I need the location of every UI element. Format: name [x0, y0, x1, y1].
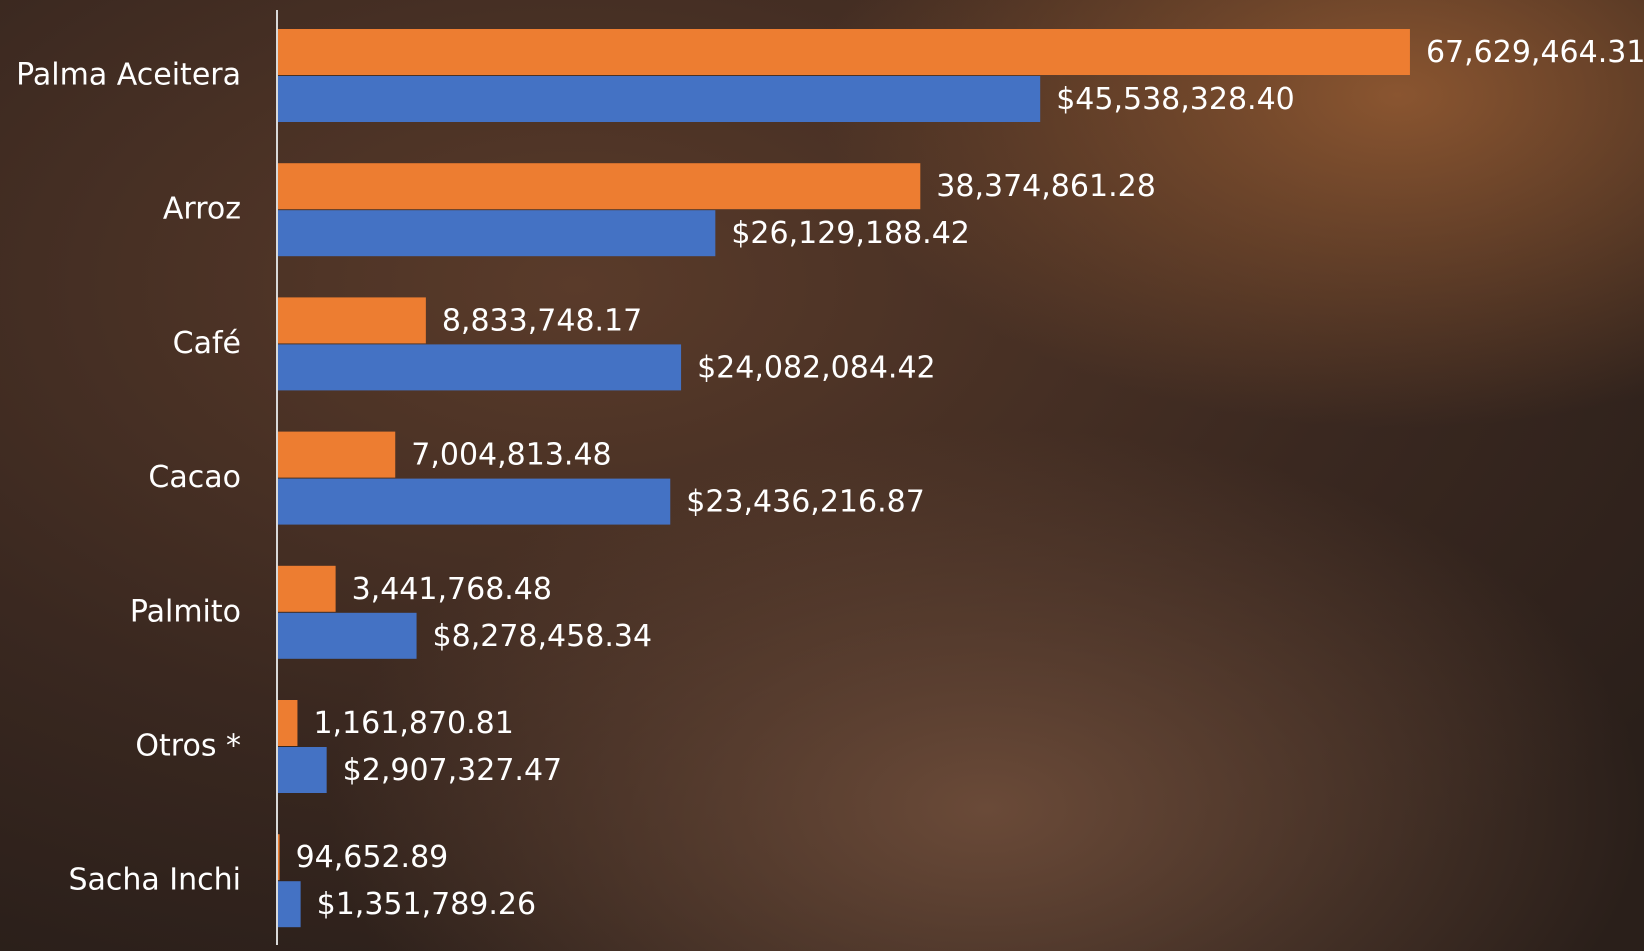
- value-label: $45,538,328.40: [1056, 82, 1295, 117]
- bar: [278, 565, 336, 612]
- value-label: 7,004,813.48: [411, 438, 611, 473]
- value-label: $24,082,084.42: [697, 350, 936, 385]
- bar: [278, 210, 716, 257]
- bar: [278, 297, 426, 344]
- value-label: 67,629,464.31: [1426, 35, 1644, 70]
- value-label: 38,374,861.28: [936, 169, 1155, 204]
- value-label: 3,441,768.48: [352, 572, 552, 607]
- y-tick-label: Cacao: [148, 460, 241, 495]
- value-label: 1,161,870.81: [313, 706, 513, 741]
- value-label: $26,129,188.42: [731, 216, 970, 251]
- bar: [278, 431, 396, 478]
- bar: [278, 612, 417, 659]
- y-tick-label: Palma Aceitera: [16, 58, 241, 93]
- value-label: 8,833,748.17: [442, 303, 642, 338]
- bar: [278, 344, 682, 391]
- bar: [278, 881, 301, 928]
- value-label: $1,351,789.26: [317, 887, 536, 922]
- bar: [278, 478, 671, 525]
- y-tick-label: Café: [173, 326, 241, 361]
- bar: [278, 29, 1410, 75]
- value-label: $2,907,327.47: [343, 753, 562, 788]
- bar: [278, 834, 280, 881]
- bar: [278, 700, 298, 746]
- bar: [278, 163, 921, 210]
- y-tick-label: Sacha Inchi: [68, 863, 241, 898]
- y-tick-label: Arroz: [163, 192, 241, 227]
- value-label: 94,652.89: [296, 840, 449, 875]
- y-tick-label: Otros *: [135, 729, 241, 764]
- value-label: $8,278,458.34: [433, 619, 652, 654]
- bar: [278, 747, 327, 793]
- bar: [278, 76, 1041, 122]
- y-tick-label: Palmito: [130, 594, 241, 629]
- value-label: $23,436,216.87: [686, 485, 925, 520]
